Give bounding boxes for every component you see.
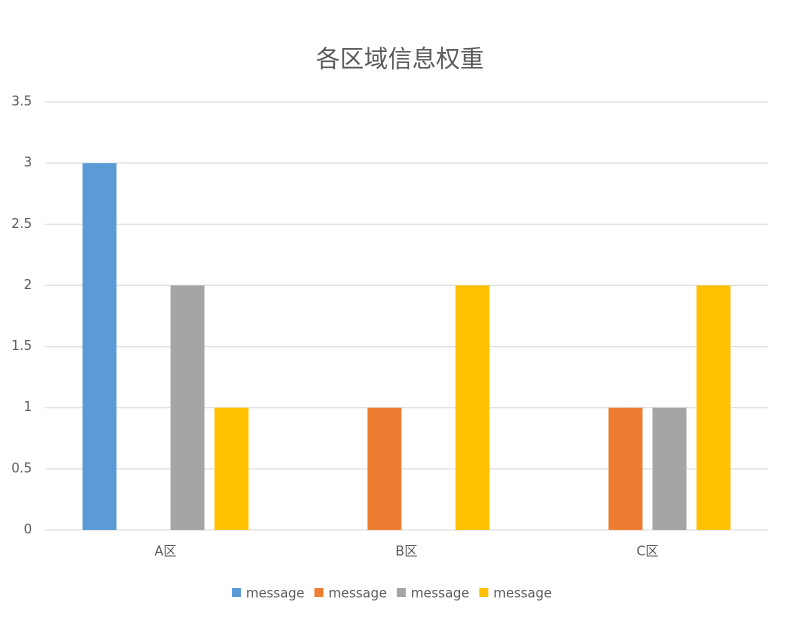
legend-label: message (411, 587, 469, 602)
bar (696, 285, 731, 530)
x-tick-label: B区 (396, 545, 418, 560)
bar (170, 285, 205, 530)
y-tick-label: 3.5 (11, 95, 32, 110)
bar (367, 407, 402, 530)
legend-swatch (314, 588, 324, 597)
x-tick-label: A区 (155, 545, 177, 560)
chart-title: 各区域信息权重 (316, 45, 484, 73)
bar (652, 407, 687, 530)
y-tick-label: 2.5 (11, 217, 32, 232)
legend-swatch (232, 588, 241, 597)
y-tick-label: 1 (24, 400, 32, 415)
y-tick-label: 0 (24, 523, 32, 538)
y-tick-label: 0.5 (11, 461, 32, 476)
legend-label: message (246, 587, 304, 602)
legend-label: message (493, 587, 551, 602)
y-tick-label: 3 (24, 156, 32, 171)
y-tick-label: 2 (24, 278, 32, 293)
bar (455, 285, 490, 530)
bar (214, 407, 249, 530)
y-tick-label: 1.5 (11, 339, 32, 354)
bar (608, 407, 643, 530)
legend-swatch (396, 588, 406, 597)
legend-swatch (479, 588, 489, 597)
x-tick-label: C区 (636, 545, 658, 560)
bar (82, 163, 117, 530)
legend-label: message (328, 587, 386, 602)
